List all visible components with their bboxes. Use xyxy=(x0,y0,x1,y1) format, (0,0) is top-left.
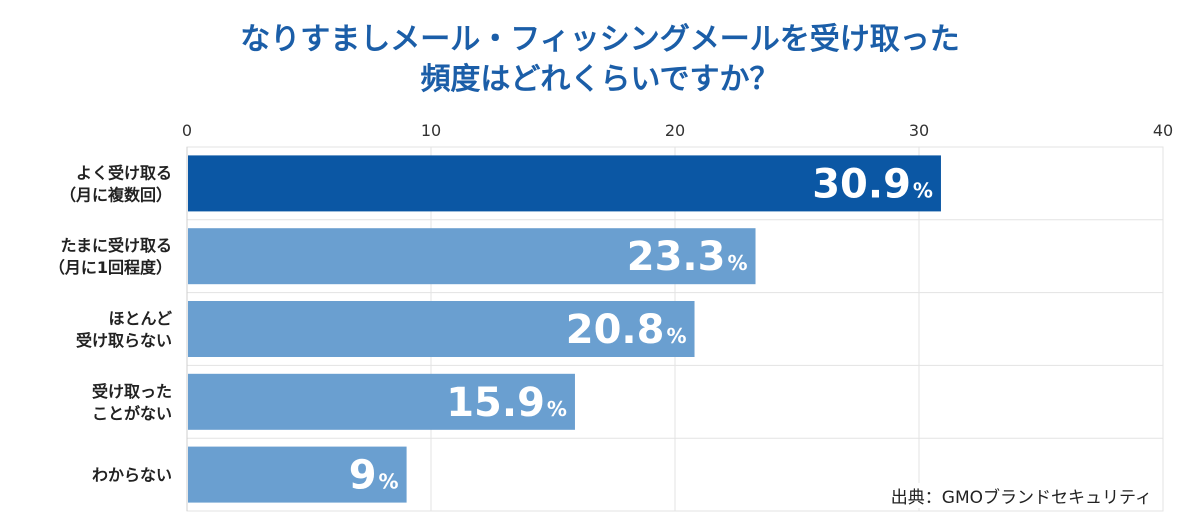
value-number-0: 30.9 xyxy=(812,161,911,207)
source-note: 出典：GMOブランドセキュリティ xyxy=(886,483,1156,508)
category-label-2-0: ほとんど xyxy=(108,309,172,328)
bar-1 xyxy=(188,228,756,285)
bar-2 xyxy=(188,301,695,357)
value-label-4: 9% xyxy=(349,453,399,499)
category-label-3-1: ことがない xyxy=(92,404,172,423)
value-unit-3: % xyxy=(547,397,567,421)
category-label-2-1: 受け取らない xyxy=(76,331,172,350)
value-label-1: 23.3% xyxy=(627,234,748,280)
value-label-2: 20.8% xyxy=(566,307,687,353)
value-number-4: 9 xyxy=(349,453,377,499)
bar-4 xyxy=(188,446,407,503)
value-unit-2: % xyxy=(666,324,686,348)
chart-title: なりすましメール・フィッシングメールを受け取った 頻度はどれくらいですか？ xyxy=(0,20,1200,100)
bar-3 xyxy=(188,373,575,430)
value-number-3: 15.9 xyxy=(446,380,545,426)
category-label-3-0: 受け取った xyxy=(92,382,172,401)
x-tick-label-0: 0 xyxy=(182,121,192,140)
category-label-4-0: わからない xyxy=(92,466,172,485)
value-unit-0: % xyxy=(913,178,933,202)
bar-0 xyxy=(188,155,941,212)
category-label-0-0: よく受け取る xyxy=(76,163,172,182)
value-unit-4: % xyxy=(379,470,399,494)
category-label-1-0: たまに受け取る xyxy=(60,236,172,255)
x-tick-label-2: 20 xyxy=(665,121,685,140)
value-number-1: 23.3 xyxy=(627,234,726,280)
category-label-1-1: （月に1回程度） xyxy=(49,258,172,277)
value-unit-1: % xyxy=(727,251,747,275)
x-tick-label-3: 30 xyxy=(909,121,929,140)
x-tick-label-1: 10 xyxy=(421,121,441,140)
value-number-2: 20.8 xyxy=(566,307,665,353)
chart-title-line-1: なりすましメール・フィッシングメールを受け取った xyxy=(240,22,960,57)
category-label-0-1: （月に複数回） xyxy=(60,185,172,204)
value-label-0: 30.9% xyxy=(812,161,933,207)
x-tick-label-4: 40 xyxy=(1153,121,1173,140)
chart-title-line-2: 頻度はどれくらいですか？ xyxy=(420,62,780,97)
value-label-3: 15.9% xyxy=(446,380,567,426)
